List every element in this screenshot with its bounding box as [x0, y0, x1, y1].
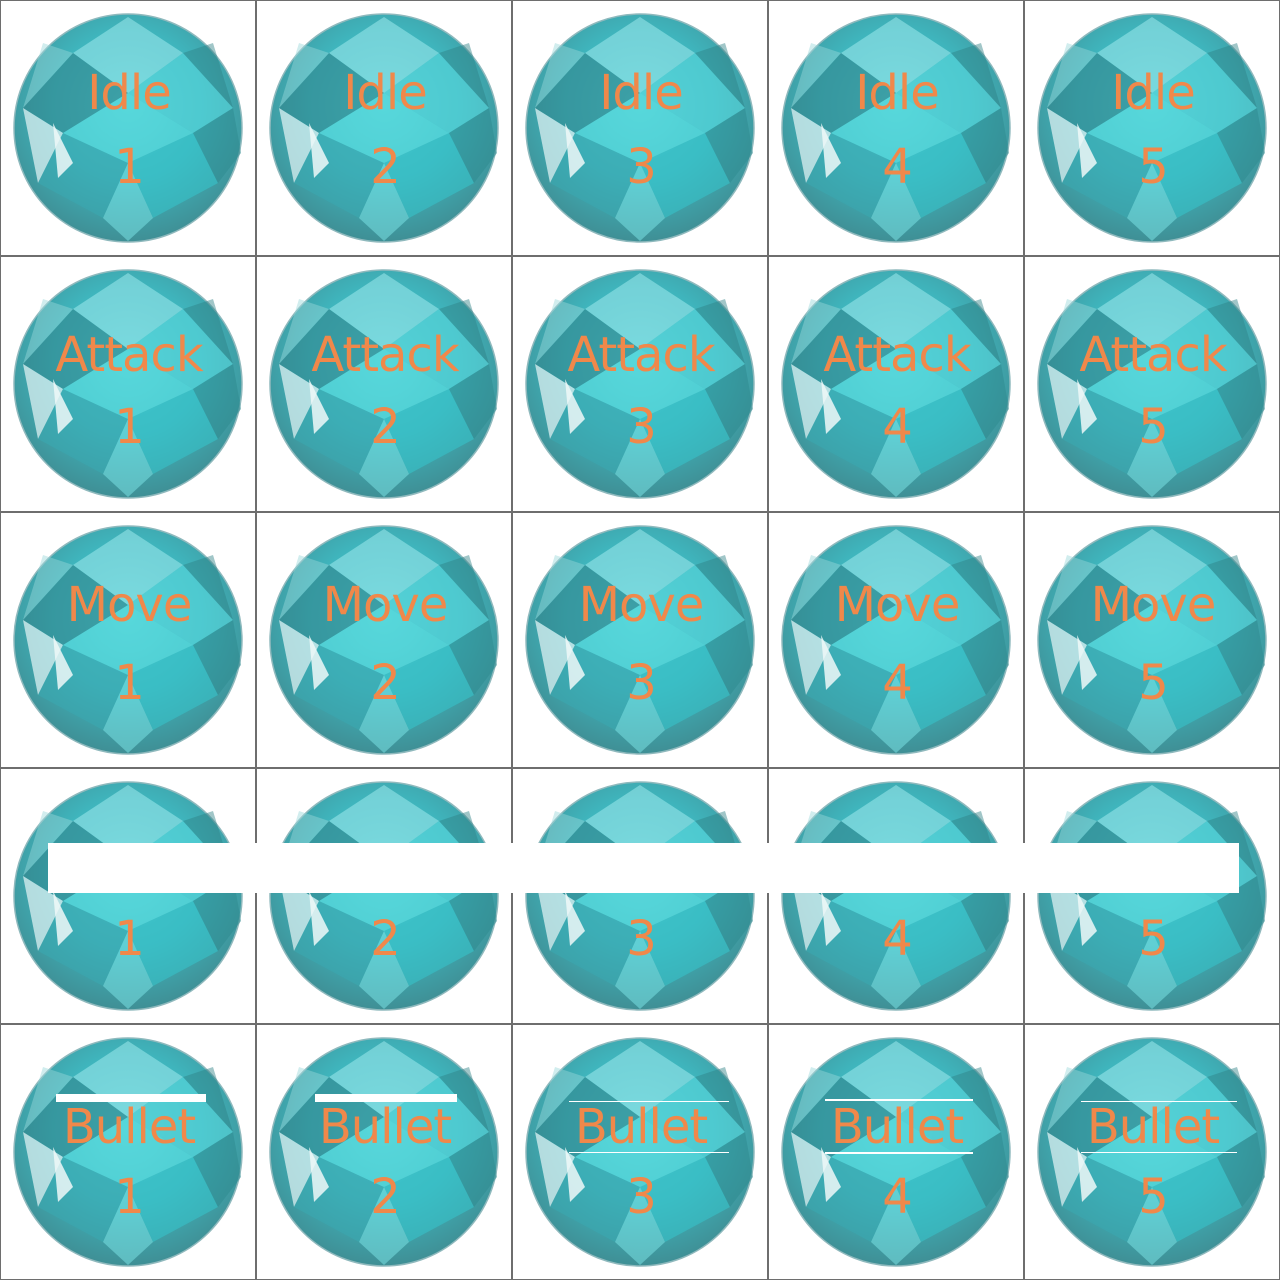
diamond-gem-icon [269, 525, 499, 755]
frame-animation-name: Bullet [318, 1099, 452, 1155]
sprite-frame-cell: Idle 2 [256, 0, 512, 256]
diamond-gem-icon [781, 269, 1011, 499]
diamond-gem-icon [13, 525, 243, 755]
sprite-frame-cell: Bullet 1 [0, 1024, 256, 1280]
frame-animation-name: Idle [599, 65, 684, 121]
diamond-gem-icon [269, 781, 499, 1011]
frame-animation-name: Move [322, 577, 449, 633]
diamond-gem-icon [781, 1037, 1011, 1267]
frame-animation-name: Idle [1111, 65, 1196, 121]
frame-number: 5 [1138, 1169, 1169, 1225]
frame-number: 1 [114, 1169, 145, 1225]
frame-animation-name: Attack [1079, 327, 1227, 383]
diamond-gem-icon [525, 269, 755, 499]
sprite-frame-cell: 4 [768, 768, 1024, 1024]
diamond-gem-icon [1037, 269, 1267, 499]
frame-number: 1 [114, 399, 145, 455]
frame-animation-name: Bullet [1086, 1099, 1220, 1155]
sprite-frame-cell: Move 5 [1024, 512, 1280, 768]
frame-animation-name: Attack [823, 327, 971, 383]
frame-number: 2 [370, 911, 401, 967]
frame-number: 5 [1138, 139, 1169, 195]
diamond-gem-icon [525, 525, 755, 755]
sprite-frame-cell: Move 1 [0, 512, 256, 768]
frame-number: 3 [626, 1169, 657, 1225]
frame-number: 1 [114, 655, 145, 711]
diamond-gem-icon [525, 781, 755, 1011]
frame-number: 4 [882, 139, 913, 195]
diamond-gem-icon [269, 269, 499, 499]
sprite-frame-cell: Bullet 4 [768, 1024, 1024, 1280]
diamond-gem-icon [781, 525, 1011, 755]
frame-animation-name: Move [578, 577, 705, 633]
bullet-line-3b [569, 1152, 729, 1153]
frame-number: 5 [1138, 399, 1169, 455]
frame-animation-name: Attack [567, 327, 715, 383]
bullet-line-5b [1081, 1152, 1237, 1153]
frame-number: 4 [882, 399, 913, 455]
sprite-frame-cell: Idle 5 [1024, 0, 1280, 256]
diamond-gem-icon [781, 781, 1011, 1011]
frame-animation-name: Bullet [830, 1099, 964, 1155]
frame-number: 5 [1138, 655, 1169, 711]
bullet-strike-1 [56, 1094, 206, 1102]
frame-number: 2 [370, 399, 401, 455]
frame-animation-name: Bullet [62, 1099, 196, 1155]
sprite-frame-cell: Move 3 [512, 512, 768, 768]
sprite-frame-cell: Bullet 2 [256, 1024, 512, 1280]
sprite-frame-cell: Attack 1 [0, 256, 256, 512]
frame-number: 1 [114, 139, 145, 195]
sprite-frame-cell: Idle 1 [0, 0, 256, 256]
frame-animation-name: Idle [87, 65, 172, 121]
bullet-line-5a [1081, 1101, 1237, 1102]
sprite-frame-cell: Idle 3 [512, 0, 768, 256]
frame-number: 3 [626, 655, 657, 711]
diamond-gem-icon [13, 781, 243, 1011]
sprite-frame-cell: Move 4 [768, 512, 1024, 768]
diamond-gem-icon [1037, 781, 1267, 1011]
frame-animation-name: Move [834, 577, 961, 633]
frame-number: 3 [626, 399, 657, 455]
diamond-gem-icon [13, 269, 243, 499]
diamond-gem-icon [525, 13, 755, 243]
bullet-line-3a [569, 1101, 729, 1102]
frame-number: 4 [882, 1169, 913, 1225]
bullet-strike-2 [315, 1094, 457, 1102]
sprite-frame-cell: Attack 5 [1024, 256, 1280, 512]
frame-number: 1 [114, 911, 145, 967]
sprite-frame-cell: Idle 4 [768, 0, 1024, 256]
frame-animation-name: Move [66, 577, 193, 633]
sprite-frame-cell: Attack 3 [512, 256, 768, 512]
frame-animation-name: Bullet [574, 1099, 708, 1155]
frame-animation-name: Move [1090, 577, 1217, 633]
frame-animation-name: Idle [855, 65, 940, 121]
sprite-frame-cell: Attack 2 [256, 256, 512, 512]
diamond-gem-icon [1037, 525, 1267, 755]
diamond-gem-icon [1037, 13, 1267, 243]
obscuring-white-band [48, 843, 1239, 893]
sprite-frame-cell: Attack 4 [768, 256, 1024, 512]
bullet-line-4a [825, 1099, 973, 1101]
diamond-gem-icon [13, 13, 243, 243]
bullet-line-4b [825, 1152, 973, 1154]
frame-animation-name: Attack [55, 327, 203, 383]
frame-number: 3 [626, 911, 657, 967]
frame-number: 2 [370, 139, 401, 195]
diamond-gem-icon [269, 13, 499, 243]
sprite-frame-cell: Move 2 [256, 512, 512, 768]
sprite-frame-cell: 5 [1024, 768, 1280, 1024]
frame-animation-name: Idle [343, 65, 428, 121]
frame-number: 4 [882, 655, 913, 711]
sprite-frame-cell: 1 [0, 768, 256, 1024]
sprite-frame-cell: 2 [256, 768, 512, 1024]
frame-number: 5 [1138, 911, 1169, 967]
frame-number: 2 [370, 1169, 401, 1225]
frame-animation-name: Attack [311, 327, 459, 383]
frame-number: 2 [370, 655, 401, 711]
sprite-frame-cell: 3 [512, 768, 768, 1024]
frame-number: 4 [882, 911, 913, 967]
diamond-gem-icon [781, 13, 1011, 243]
frame-number: 3 [626, 139, 657, 195]
